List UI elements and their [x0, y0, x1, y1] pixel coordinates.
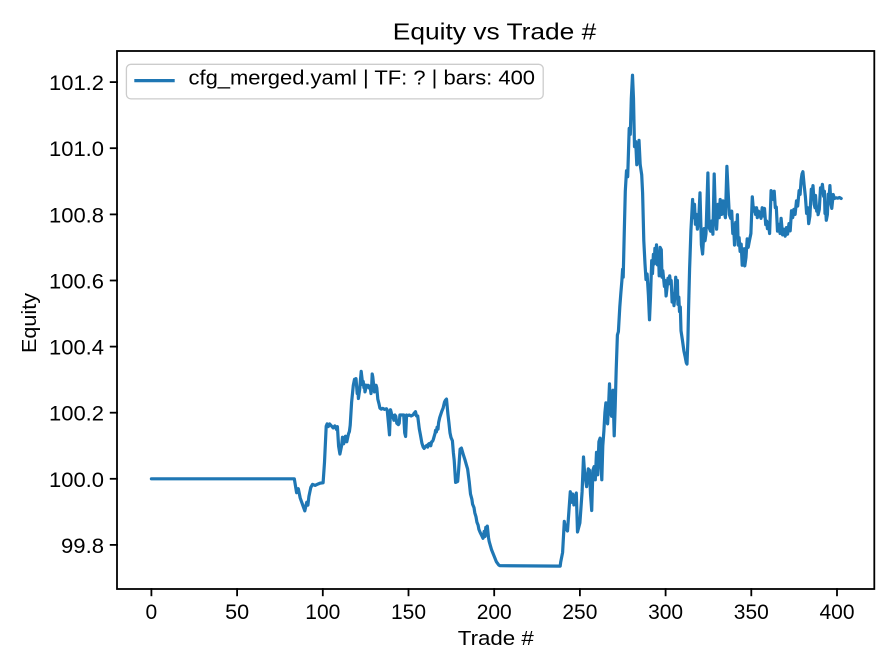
svg-text:0: 0 [146, 601, 158, 624]
svg-text:400: 400 [820, 601, 855, 624]
svg-text:Equity vs Trade #: Equity vs Trade # [393, 19, 597, 45]
svg-text:100.0: 100.0 [49, 469, 104, 492]
svg-text:100.6: 100.6 [49, 271, 104, 294]
svg-text:100.4: 100.4 [49, 337, 104, 360]
svg-text:100.8: 100.8 [49, 204, 104, 227]
svg-text:250: 250 [562, 601, 597, 624]
svg-text:300: 300 [648, 601, 683, 624]
svg-text:50: 50 [225, 601, 249, 624]
svg-text:101.0: 101.0 [49, 138, 104, 161]
svg-text:cfg_merged.yaml | TF: ? | bars: cfg_merged.yaml | TF: ? | bars: 400 [189, 68, 536, 90]
svg-text:150: 150 [391, 601, 426, 624]
svg-text:100.2: 100.2 [49, 403, 104, 426]
svg-text:350: 350 [734, 601, 769, 624]
svg-text:100: 100 [305, 601, 340, 624]
svg-text:Trade #: Trade # [458, 627, 535, 650]
svg-text:101.2: 101.2 [49, 72, 104, 95]
svg-text:200: 200 [477, 601, 512, 624]
svg-text:Equity: Equity [18, 292, 41, 353]
svg-text:99.8: 99.8 [61, 535, 104, 558]
